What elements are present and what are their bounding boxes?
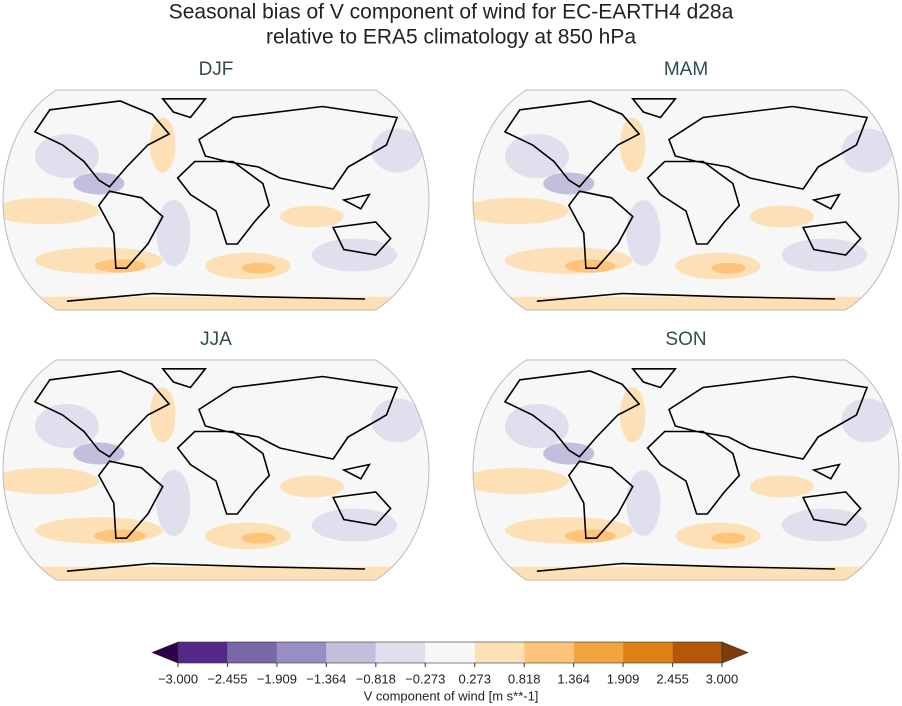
colorbar-tick-label: 0.818	[508, 671, 541, 686]
map	[462, 360, 899, 580]
colorbar-tick-label: −0.818	[356, 671, 396, 686]
map-panel	[462, 90, 899, 310]
colorbar-segment	[227, 642, 277, 663]
colorbar-tick-label: −2.455	[207, 671, 247, 686]
map-panel	[462, 360, 899, 580]
panel-title: JJA	[200, 329, 232, 350]
colorbar-tick-label: −0.273	[405, 671, 445, 686]
colorbar-segment	[524, 642, 574, 663]
colorbar-frame	[177, 641, 723, 664]
map	[462, 90, 899, 310]
colorbar-segment	[474, 642, 525, 663]
colorbar-segment	[276, 642, 327, 663]
panel-title: MAM	[664, 59, 708, 80]
colorbar-tick-label: −1.364	[306, 671, 346, 686]
colorbar-tick-label: −1.909	[257, 671, 297, 686]
colorbar-tick-label: −3.000	[158, 671, 198, 686]
colorbar-segment	[623, 642, 673, 663]
colorbar-tick-label: 1.364	[557, 671, 590, 686]
colorbar-segment	[178, 642, 228, 663]
colorbar-tick-label: 2.455	[656, 671, 689, 686]
colorbar-extend-low	[151, 641, 179, 664]
map-panel	[0, 90, 429, 310]
colorbar-segment	[573, 642, 624, 663]
colorbar-extend-high	[721, 641, 749, 664]
map	[0, 360, 429, 580]
colorbar-tick-label: 1.909	[607, 671, 640, 686]
panel-title: SON	[665, 329, 706, 350]
figure-title: relative to ERA5 climatology at 850 hPa	[266, 26, 636, 49]
colorbar-tick-label: 0.273	[458, 671, 491, 686]
figure-title: Seasonal bias of V component of wind for…	[169, 1, 734, 24]
colorbar-label: V component of wind [m s**-1]	[364, 688, 539, 703]
panel-title: DJF	[199, 59, 234, 80]
map	[0, 90, 429, 310]
colorbar-tick-label: 3.000	[706, 671, 739, 686]
colorbar-segment	[672, 642, 722, 663]
map-panel	[0, 360, 429, 580]
colorbar-segment	[425, 642, 475, 663]
colorbar-segment	[326, 642, 376, 663]
colorbar-segment	[375, 642, 426, 663]
